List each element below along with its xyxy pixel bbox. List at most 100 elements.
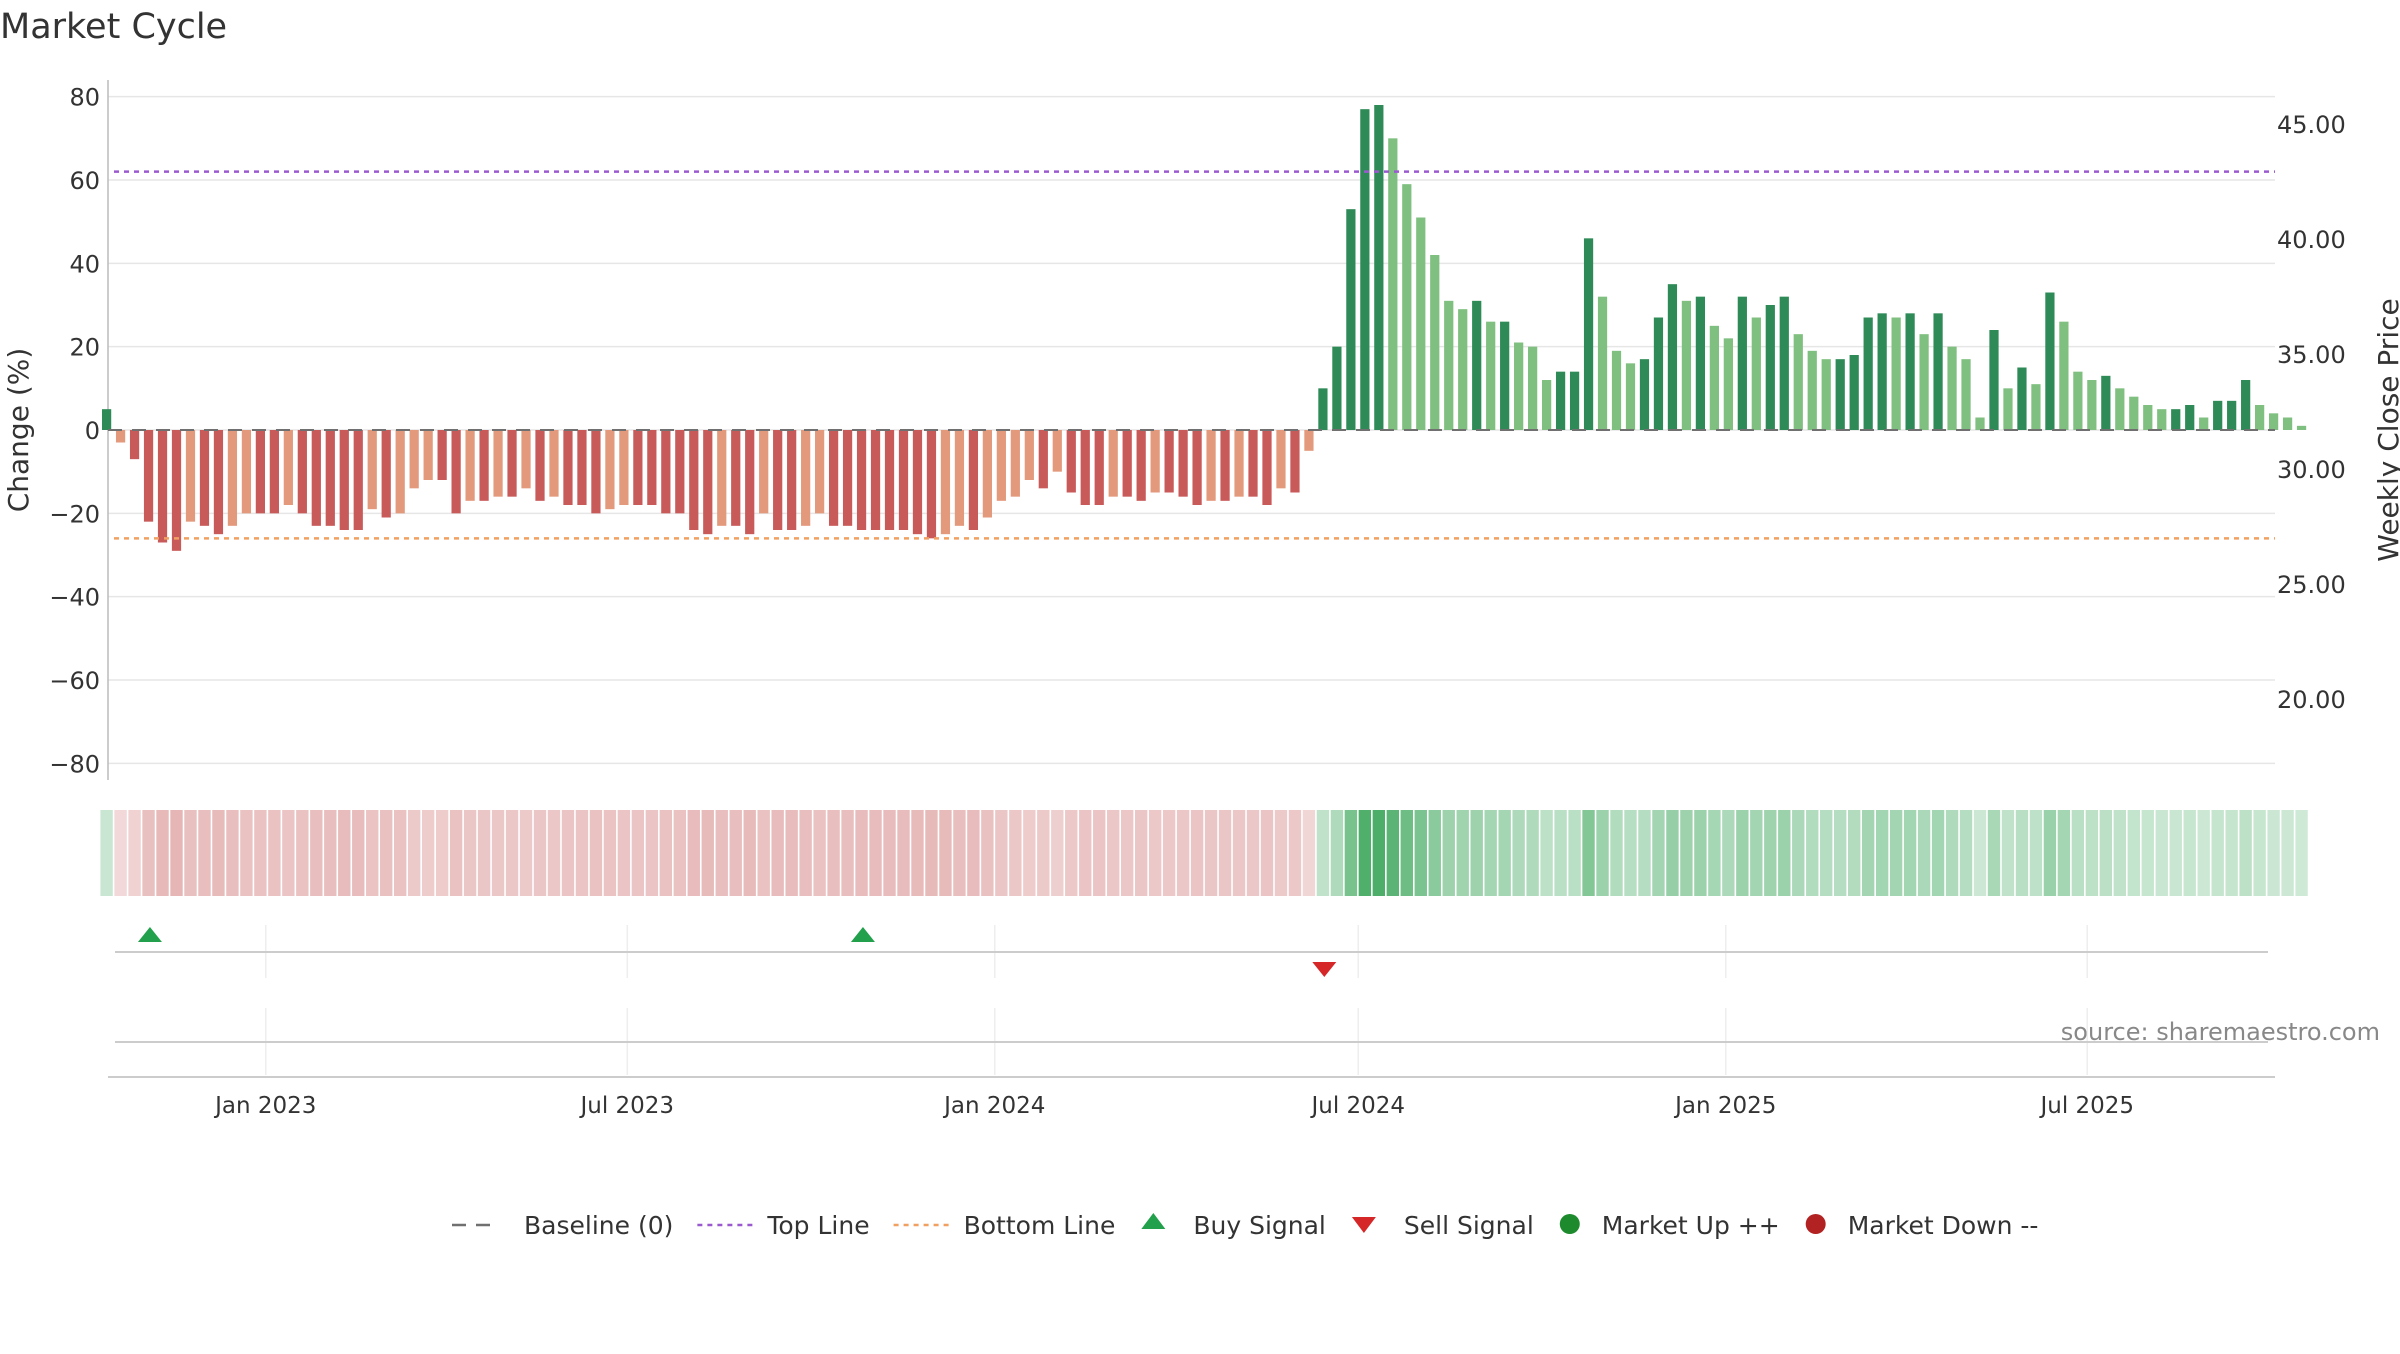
intensity-cell (1456, 810, 1469, 896)
intensity-cell (1316, 810, 1330, 896)
y-tick-label: −60 (49, 667, 100, 695)
bar (912, 430, 923, 535)
intensity-cell (1037, 810, 1050, 896)
x-tick-label: Jan 2024 (942, 1093, 1045, 1119)
bar (2045, 292, 2055, 430)
bar (479, 430, 489, 501)
bar (1933, 313, 1943, 430)
bar (465, 430, 475, 501)
bar (1458, 309, 1468, 430)
intensity-cell (2127, 810, 2140, 896)
intensity-cell (296, 810, 309, 896)
bar (535, 430, 545, 501)
bar (2059, 321, 2069, 430)
bar (1444, 300, 1454, 430)
intensity-cell (2015, 810, 2029, 896)
intensity-cell (407, 810, 421, 896)
intensity-cell (1834, 810, 1847, 896)
bar (1723, 338, 1733, 430)
bar (101, 409, 112, 430)
intensity-cell (1512, 810, 1525, 896)
intensity-cell (477, 810, 491, 896)
bar (1737, 296, 1747, 430)
intensity-cell (701, 810, 714, 896)
bar (157, 430, 168, 543)
bar (437, 430, 447, 480)
y-tick-label: −20 (49, 500, 100, 528)
intensity-cell (198, 810, 211, 896)
y2-axis-ticks: 45.00 40.00 35.00 30.00 25.00 20.00 (2277, 111, 2346, 714)
bar (1891, 317, 1901, 430)
bar (549, 430, 559, 497)
bar (1472, 300, 1482, 430)
intensity-cell (1023, 810, 1036, 896)
intensity-cell (1973, 810, 1987, 896)
bar (1528, 346, 1538, 430)
signal-panel (115, 925, 2268, 1075)
intensity-cell (1162, 810, 1176, 896)
buy-signal-marker (137, 927, 162, 942)
intensity-cell (1093, 810, 1106, 896)
intensity-cell (1442, 810, 1455, 896)
intensity-cell (953, 810, 966, 896)
intensity-cell (827, 810, 840, 896)
bar (1961, 359, 1971, 430)
intensity-cell (1288, 810, 1302, 896)
intensity-cell (2029, 810, 2043, 896)
intensity-cell (1792, 810, 1805, 896)
bar (1234, 430, 1244, 497)
y2-tick-label: 30.00 (2277, 456, 2346, 484)
bar (325, 430, 335, 526)
bar (1108, 430, 1118, 497)
intensity-cell (1330, 810, 1344, 896)
x-tick-label: Jul 2024 (1309, 1093, 1405, 1119)
intensity-cell (883, 810, 896, 896)
y-axis-label: Change (%) (2, 348, 35, 513)
y2-tick-label: 35.00 (2277, 341, 2346, 369)
bar (1248, 430, 1258, 497)
bar (731, 430, 741, 526)
intensity-cell (1526, 810, 1539, 896)
bar (2143, 405, 2153, 430)
intensity-cell (1750, 810, 1763, 896)
bar (842, 430, 853, 526)
intensity-cell (1065, 810, 1078, 896)
intensity-cell (743, 810, 756, 896)
intensity-cell (1694, 810, 1707, 896)
intensity-cell (981, 810, 994, 896)
bar (1555, 371, 1566, 430)
intensity-cell (1344, 810, 1358, 896)
bar (1541, 380, 1552, 430)
y-axis-ticks: 80 60 40 20 0 −20 −40 −60 −80 (49, 84, 100, 779)
bar (451, 430, 461, 514)
intensity-cell (1400, 810, 1413, 896)
intensity-cell (2085, 810, 2099, 896)
bar (1975, 417, 1985, 430)
bar (339, 430, 349, 530)
intensity-cell (2057, 810, 2071, 896)
intensity-cell (1079, 810, 1092, 896)
intensity-cell (1847, 810, 1861, 896)
intensity-cell (603, 810, 617, 896)
bar (1332, 346, 1342, 430)
bar (773, 430, 783, 530)
bar (675, 430, 685, 514)
intensity-cell (715, 810, 728, 896)
bar (2227, 400, 2237, 430)
intensity-cell (1540, 810, 1553, 896)
bar (1206, 430, 1216, 501)
intensity-cell (463, 810, 477, 896)
intensity-cell (1134, 810, 1148, 896)
intensity-cell (897, 810, 910, 896)
bar (1360, 109, 1370, 431)
legend-item: Bottom Line (893, 1211, 1115, 1240)
intensity-cell (631, 810, 645, 896)
bar (1653, 317, 1664, 430)
bar (1751, 317, 1761, 430)
intensity-cell (1190, 810, 1204, 896)
bar (717, 430, 727, 526)
intensity-cell (1302, 810, 1316, 896)
intensity-cell (1917, 810, 1931, 896)
x-tick-label: Jul 2025 (2038, 1093, 2134, 1119)
intensity-cell (2155, 810, 2168, 896)
